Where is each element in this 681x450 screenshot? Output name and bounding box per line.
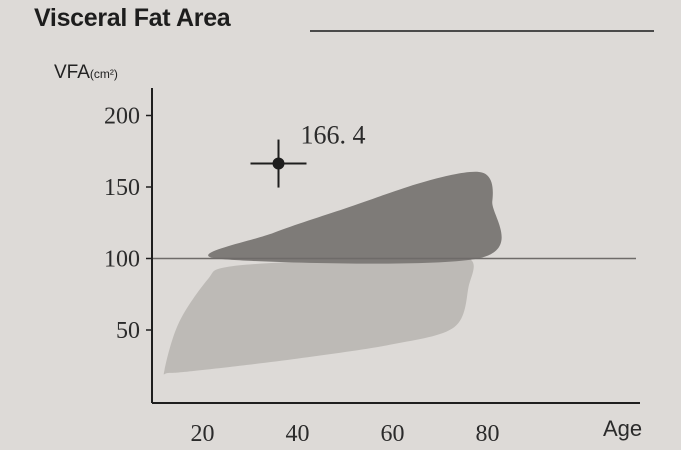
x-tick-label: 60 — [381, 421, 405, 447]
y-axis-label-main: VFA — [54, 62, 90, 83]
section-header: Visceral Fat Area — [34, 4, 654, 44]
region-layer — [163, 171, 502, 375]
y-ticks: 50 100 150 200 — [104, 104, 152, 344]
y-tick-label: 150 — [104, 175, 140, 201]
y-tick-label: 200 — [104, 104, 140, 130]
x-tick-label: 40 — [286, 421, 310, 447]
y-axis-unit: (cm²) — [90, 67, 118, 81]
data-point-label: 166. 4 — [301, 121, 366, 150]
data-points: 166. 4 — [250, 121, 366, 188]
region-high — [208, 171, 502, 264]
x-axis-label: Age — [603, 416, 642, 441]
x-ticks: 20 40 60 80 — [191, 421, 500, 447]
y-tick-label: 100 — [104, 247, 140, 273]
data-point — [250, 139, 307, 188]
section-title: Visceral Fat Area — [34, 4, 231, 32]
title-rule — [310, 30, 654, 32]
x-tick-label: 80 — [476, 421, 500, 447]
y-axis-label: VFA(cm²) — [54, 62, 118, 83]
region-normal — [163, 256, 474, 375]
x-tick-label: 20 — [191, 421, 215, 447]
y-tick-label: 50 — [116, 318, 140, 344]
